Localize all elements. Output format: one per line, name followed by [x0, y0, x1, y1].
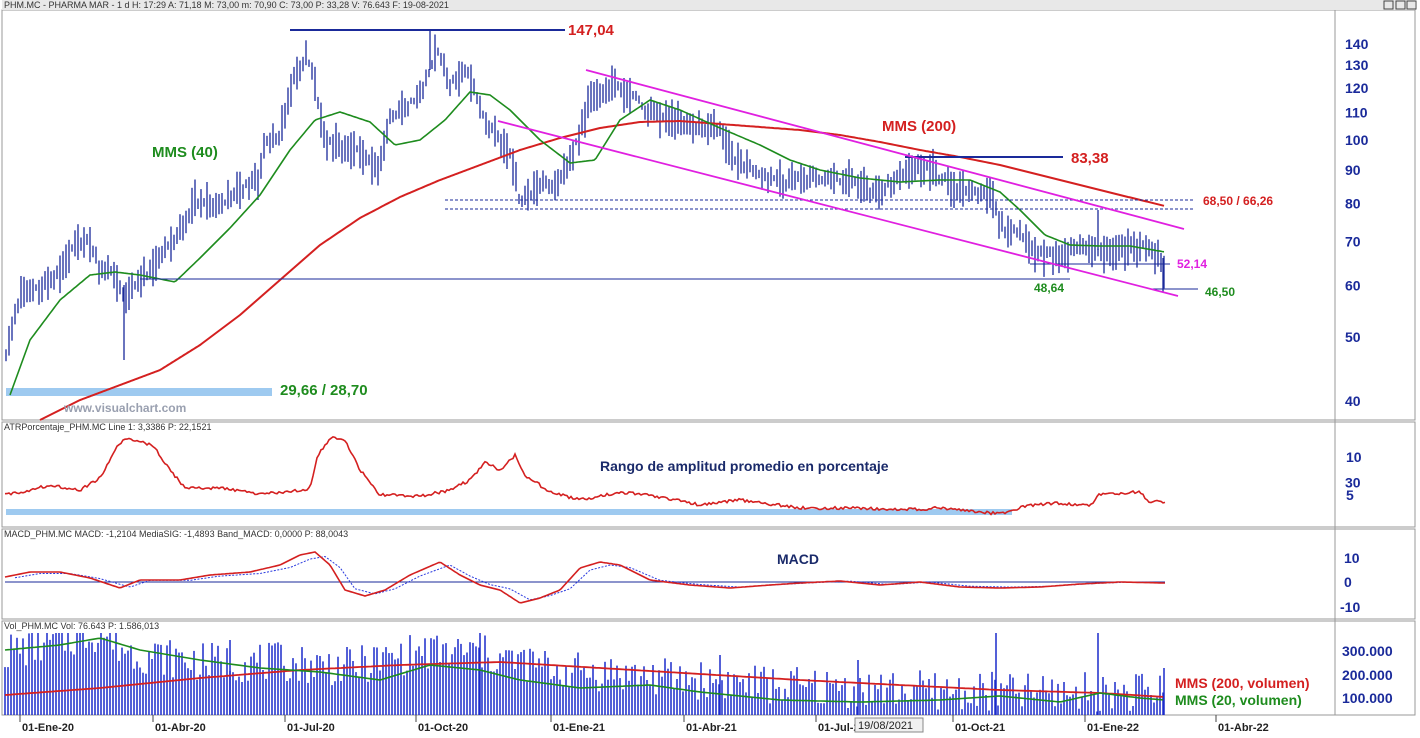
high-label: 147,04: [568, 22, 615, 39]
xaxis-tick-label: 01-Oct-20: [418, 722, 468, 733]
macd-line: [4, 551, 1165, 604]
close-icon[interactable]: [1406, 0, 1417, 10]
watermark: www.visualchart.com: [63, 401, 186, 415]
price-header: PHM.MC - PHARMA MAR - 1 d H: 17:29 A: 71…: [4, 0, 449, 10]
atr-title: Rango de amplitud promedio en porcentaje: [600, 458, 889, 474]
xaxis-tick-label: 01-Jul-21: [818, 722, 866, 733]
volume-header: Vol_PHM.MC Vol: 76.643 P: 1.586,013: [4, 621, 159, 631]
price-ytick: 90: [1345, 162, 1361, 178]
macd-header: MACD_PHM.MC MACD: -1,2104 MediaSIG: -1,4…: [4, 529, 348, 539]
vol-mms20-label: MMS (20, volumen): [1175, 692, 1302, 708]
price-ytick: 100: [1345, 132, 1369, 148]
volume-mms20-line: [4, 637, 1164, 703]
price-ytick: 130: [1345, 57, 1369, 73]
macd-ytick-10: 10: [1344, 550, 1360, 566]
minimize-icon[interactable]: [1383, 0, 1394, 10]
volume-bars: [4, 633, 1165, 715]
vol-ytick-300k: 300.000: [1342, 643, 1393, 659]
atr-highlight-bar: [6, 509, 1012, 515]
atr-header: ATRPorcentaje_PHM.MC Line 1: 3,3386 P: 2…: [4, 422, 211, 432]
macd-title: MACD: [777, 551, 819, 567]
macd-ytick-neg10: -10: [1340, 599, 1360, 615]
vol-ytick-100k: 100.000: [1342, 690, 1393, 706]
mms200-label: MMS (200): [882, 118, 956, 135]
cursor-date-box: [854, 717, 924, 733]
price-ytick: 60: [1345, 277, 1361, 293]
xaxis-tick-label: 01-Abr-20: [155, 722, 206, 733]
price-header-bg: [2, 0, 1415, 10]
level-46-label: 46,50: [1205, 285, 1235, 299]
xaxis: 01-Ene-20 01-Abr-20 01-Jul-20 01-Oct-20 01-E…: [19, 715, 1269, 734]
atr-panel-frame: [1, 421, 1416, 528]
level-lines: [140, 29, 1198, 290]
maximize-icon[interactable]: [1395, 0, 1406, 10]
xaxis-tick-label: 01-Jul-20: [287, 722, 335, 733]
volume-mms200-line: [4, 661, 1164, 698]
price-ytick: 140: [1345, 36, 1369, 52]
xaxis-tick-label: 01-Ene-22: [1087, 722, 1139, 733]
level-52-label: 52,14: [1177, 257, 1207, 271]
low-highlight-bar: [6, 388, 272, 396]
price-panel-frame: [1, 9, 1416, 421]
xaxis-tick-label: 01-Abr-21: [686, 722, 737, 733]
trend-channel: [497, 69, 1185, 297]
channel-lower-line: [497, 120, 1179, 297]
mms40-label: MMS (40): [152, 144, 218, 161]
xaxis-tick-label: 01-Ene-21: [553, 722, 605, 733]
level-83-label: 83,38: [1071, 150, 1109, 167]
price-ytick: 30: [1345, 475, 1361, 491]
price-yaxis: 140 130 120 110 100 90 80 70 60 50 40 30: [1345, 36, 1369, 491]
window-controls[interactable]: [1383, 0, 1417, 10]
volume-panel-frame: [1, 620, 1416, 716]
xaxis-tick-label: 01-Oct-21: [955, 722, 1005, 733]
xaxis-tick-label: 01-Abr-22: [1218, 722, 1269, 733]
channel-upper-line: [585, 69, 1185, 230]
macd-panel-frame: [1, 528, 1416, 620]
price-ytick: 120: [1345, 80, 1369, 96]
level-48-label: 48,64: [1034, 281, 1064, 295]
price-ytick: 40: [1345, 393, 1361, 409]
mms40-line: [9, 91, 1165, 396]
low-label: 29,66 / 28,70: [280, 382, 368, 399]
cursor-date: 19/08/2021: [858, 720, 913, 732]
price-bars: [5, 30, 1165, 362]
atr-ytick-10: 10: [1346, 449, 1362, 465]
macd-signal-line: [14, 555, 1166, 601]
vol-ytick-200k: 200.000: [1342, 667, 1393, 683]
atr-ytick-5: 5: [1346, 487, 1354, 503]
mms200-line: [39, 120, 1165, 421]
xaxis-tick-label: 01-Ene-20: [22, 722, 74, 733]
atr-line: [4, 436, 1166, 516]
macd-ytick-0: 0: [1344, 574, 1352, 590]
range-68-label: 68,50 / 66,26: [1203, 194, 1273, 208]
price-ytick: 80: [1345, 195, 1361, 211]
price-ytick: 70: [1345, 233, 1361, 249]
price-ytick: 110: [1345, 105, 1368, 121]
price-ytick: 50: [1345, 329, 1361, 345]
vol-mms200-label: MMS (200, volumen): [1175, 675, 1310, 691]
